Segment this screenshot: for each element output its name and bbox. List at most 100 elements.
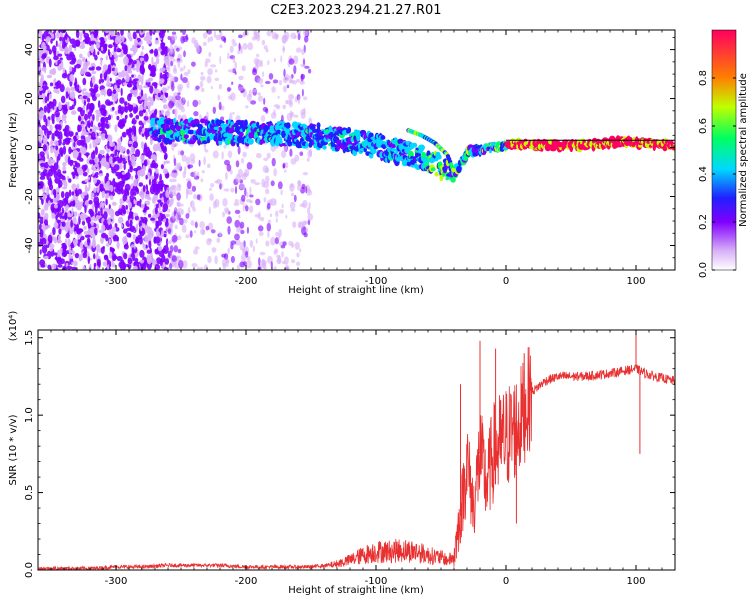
noise-blob bbox=[105, 155, 109, 160]
noise-blob bbox=[48, 200, 51, 207]
noise-blob bbox=[94, 146, 98, 155]
noise-blob bbox=[132, 106, 137, 114]
noise-blob bbox=[193, 111, 199, 117]
noise-blob bbox=[49, 124, 53, 132]
noise-blob bbox=[173, 245, 179, 253]
noise-blob bbox=[273, 58, 276, 63]
noise-blob bbox=[111, 67, 116, 72]
noise-blob bbox=[190, 220, 195, 226]
colorbar-ticks: 0.0 0.2 0.4 0.6 0.8 bbox=[698, 70, 736, 278]
noise-blob bbox=[96, 251, 99, 260]
noise-blob bbox=[53, 191, 57, 199]
noise-blob bbox=[150, 64, 157, 74]
signal-blob bbox=[489, 148, 492, 154]
noise-blob bbox=[282, 76, 288, 84]
noise-blob bbox=[105, 123, 110, 129]
noise-blob bbox=[112, 255, 118, 260]
noise-blob bbox=[89, 128, 93, 132]
noise-blob bbox=[246, 256, 251, 261]
noise-blob bbox=[96, 244, 101, 249]
noise-blob bbox=[234, 61, 237, 70]
noise-blob bbox=[297, 180, 302, 187]
noise-blob bbox=[38, 30, 43, 37]
noise-blob bbox=[96, 184, 100, 194]
noise-blob bbox=[238, 214, 241, 219]
noise-blob bbox=[95, 163, 99, 168]
noise-blob bbox=[267, 60, 270, 66]
noise-blob bbox=[102, 246, 105, 250]
noise-blob bbox=[192, 99, 199, 108]
noise-blob bbox=[39, 259, 45, 266]
noise-blob bbox=[140, 159, 145, 164]
noise-blob bbox=[275, 105, 281, 110]
noise-blob bbox=[231, 81, 234, 85]
signal-blob bbox=[247, 138, 254, 145]
noise-blob bbox=[54, 204, 58, 209]
noise-blob bbox=[181, 30, 187, 36]
noise-blob bbox=[206, 30, 212, 35]
noise-blob bbox=[146, 256, 152, 265]
noise-blob bbox=[163, 233, 167, 238]
noise-blob bbox=[170, 60, 174, 67]
noise-blob bbox=[107, 217, 111, 226]
noise-blob bbox=[194, 230, 197, 234]
noise-blob bbox=[150, 163, 154, 168]
noise-blob bbox=[176, 207, 183, 216]
noise-blob bbox=[222, 198, 228, 207]
noise-blob bbox=[234, 209, 241, 214]
noise-blob bbox=[135, 114, 140, 120]
noise-blob bbox=[294, 154, 300, 162]
noise-blob bbox=[219, 183, 222, 190]
noise-blob bbox=[291, 259, 296, 264]
noise-blob bbox=[82, 126, 86, 135]
figure-title: C2E3.2023.294.21.27.R01 bbox=[270, 3, 441, 18]
noise-blob bbox=[116, 236, 119, 242]
noise-blob bbox=[64, 128, 71, 138]
noise-blob bbox=[245, 105, 249, 109]
noise-blob bbox=[224, 207, 229, 213]
noise-blob bbox=[89, 242, 92, 250]
noise-blob bbox=[173, 92, 178, 96]
signal-blob bbox=[228, 133, 234, 140]
noise-blob bbox=[109, 250, 113, 259]
noise-blob bbox=[305, 186, 308, 194]
noise-blob bbox=[64, 46, 70, 55]
noise-blob bbox=[199, 80, 204, 88]
noise-blob bbox=[70, 149, 74, 153]
noise-blob bbox=[119, 97, 125, 104]
noise-blob bbox=[306, 157, 310, 162]
noise-blob bbox=[209, 36, 214, 42]
noise-blob bbox=[59, 258, 65, 265]
noise-blob bbox=[114, 84, 118, 91]
noise-blob bbox=[177, 150, 180, 156]
noise-blob bbox=[93, 84, 99, 90]
noise-blob bbox=[100, 116, 105, 125]
noise-blob bbox=[166, 238, 169, 247]
noise-blob bbox=[285, 214, 288, 219]
signal-blob bbox=[430, 167, 436, 172]
noise-blob bbox=[51, 132, 55, 142]
noise-blob bbox=[106, 257, 109, 263]
noise-blob bbox=[293, 65, 297, 75]
noise-blob bbox=[129, 105, 133, 112]
noise-blob bbox=[112, 70, 118, 76]
noise-blob bbox=[222, 211, 226, 218]
noise-blob bbox=[94, 54, 98, 61]
noise-blob bbox=[278, 79, 283, 86]
noise-blob bbox=[141, 133, 145, 138]
noise-blob bbox=[218, 231, 222, 238]
signal-blob bbox=[287, 141, 294, 146]
noise-blob bbox=[181, 77, 188, 83]
noise-blob bbox=[208, 51, 212, 58]
noise-blob bbox=[54, 238, 57, 243]
noise-blob bbox=[153, 48, 159, 57]
noise-blob bbox=[138, 236, 143, 245]
noise-blob bbox=[270, 112, 277, 119]
noise-blob bbox=[166, 85, 170, 91]
noise-blob bbox=[149, 30, 153, 37]
noise-blob bbox=[72, 91, 75, 100]
noise-blob bbox=[57, 199, 64, 209]
noise-blob bbox=[123, 56, 129, 65]
noise-blob bbox=[308, 202, 311, 210]
noise-blob bbox=[140, 89, 144, 97]
